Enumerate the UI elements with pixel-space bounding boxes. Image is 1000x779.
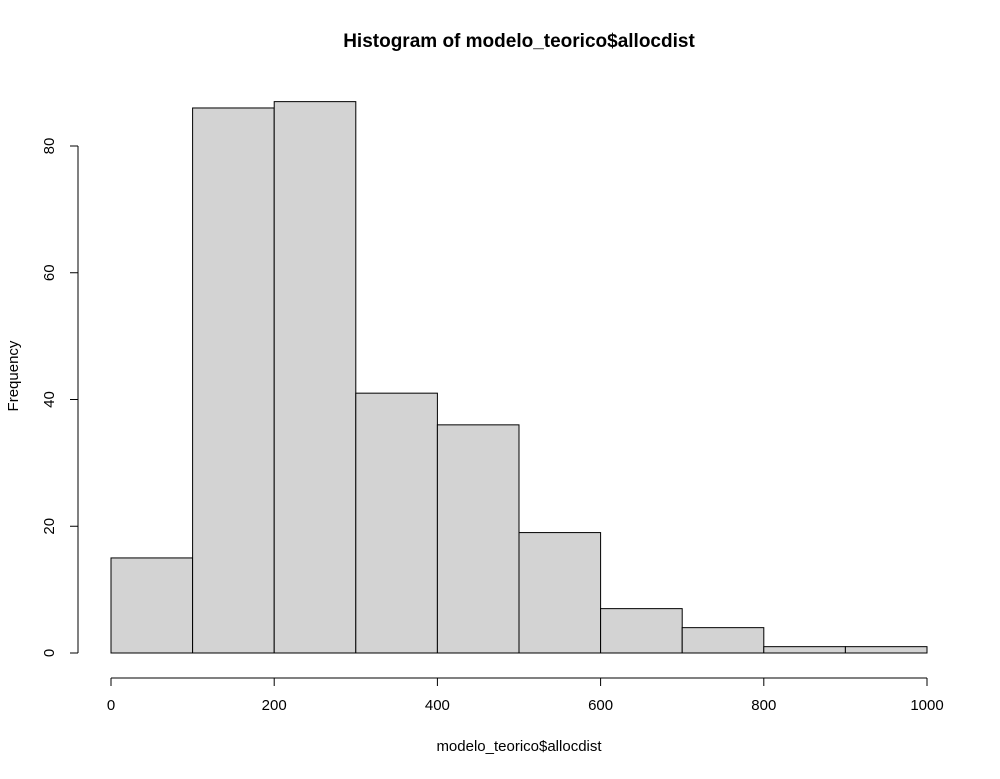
histogram-bar xyxy=(355,392,438,654)
x-tick-label: 800 xyxy=(751,697,776,714)
histogram-bar xyxy=(436,424,520,654)
y-tick-label: 80 xyxy=(41,138,58,155)
histogram-bar xyxy=(273,101,357,654)
chart-title: Histogram of modelo_teorico$allocdist xyxy=(343,31,695,52)
histogram-bar xyxy=(600,608,683,654)
x-tick-label: 600 xyxy=(588,697,613,714)
x-axis: 0 200 400 600 800 1000 xyxy=(107,677,944,714)
x-axis-label: modelo_teorico$allocdist xyxy=(436,738,602,755)
y-tick-label: 40 xyxy=(41,391,58,408)
y-tick-label: 0 xyxy=(41,649,58,657)
histogram-bar xyxy=(763,646,846,654)
x-tick-label: 0 xyxy=(107,697,115,714)
y-axis-label: Frequency xyxy=(5,340,22,411)
x-tick-label: 1000 xyxy=(910,697,943,714)
histogram-bar xyxy=(110,557,194,654)
x-tick-label: 400 xyxy=(425,697,450,714)
y-tick-label: 60 xyxy=(41,264,58,281)
histogram-bar xyxy=(844,646,928,654)
y-tick-label: 20 xyxy=(41,518,58,535)
histogram-bar xyxy=(192,107,275,654)
bars-group xyxy=(110,101,928,654)
x-tick-label: 200 xyxy=(262,697,287,714)
histogram-bar xyxy=(518,532,602,654)
y-axis: 0 20 40 60 80 xyxy=(41,138,79,657)
histogram-bar xyxy=(681,627,765,654)
